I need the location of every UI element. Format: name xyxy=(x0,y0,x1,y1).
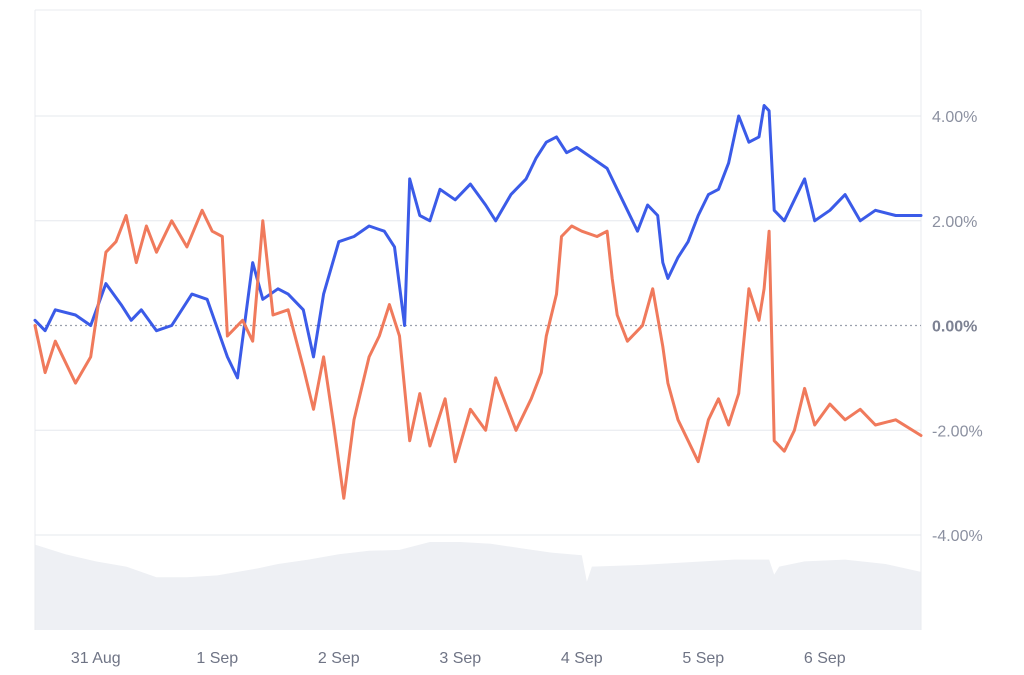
x-tick-label: 5 Sep xyxy=(682,650,724,667)
y-tick-label: -2.00% xyxy=(932,423,983,440)
x-tick-label: 1 Sep xyxy=(196,650,238,667)
volume-area-group xyxy=(35,542,921,630)
series-lines xyxy=(33,104,923,500)
x-tick-label: 2 Sep xyxy=(318,650,360,667)
x-tick-label: 6 Sep xyxy=(804,650,846,667)
y-axis-tick-labels: 4.00% 2.00% 0.00% -2.00% -4.00% xyxy=(932,109,983,545)
y-tick-label: 0.00% xyxy=(932,319,977,336)
y-tick-label: -4.00% xyxy=(932,528,983,545)
y-tick-label: 2.00% xyxy=(932,214,977,231)
series-line-2 xyxy=(33,208,923,500)
x-tick-label: 4 Sep xyxy=(561,650,603,667)
y-tick-label: 4.00% xyxy=(932,109,977,126)
x-tick-label: 31 Aug xyxy=(71,650,121,667)
volume-area xyxy=(35,542,921,630)
gridlines xyxy=(34,9,922,630)
x-tick-label: 3 Sep xyxy=(439,650,481,667)
x-axis-tick-labels: 31 Aug 1 Sep 2 Sep 3 Sep 4 Sep 5 Sep 6 Sep xyxy=(71,650,846,667)
series-line-1 xyxy=(33,104,923,380)
